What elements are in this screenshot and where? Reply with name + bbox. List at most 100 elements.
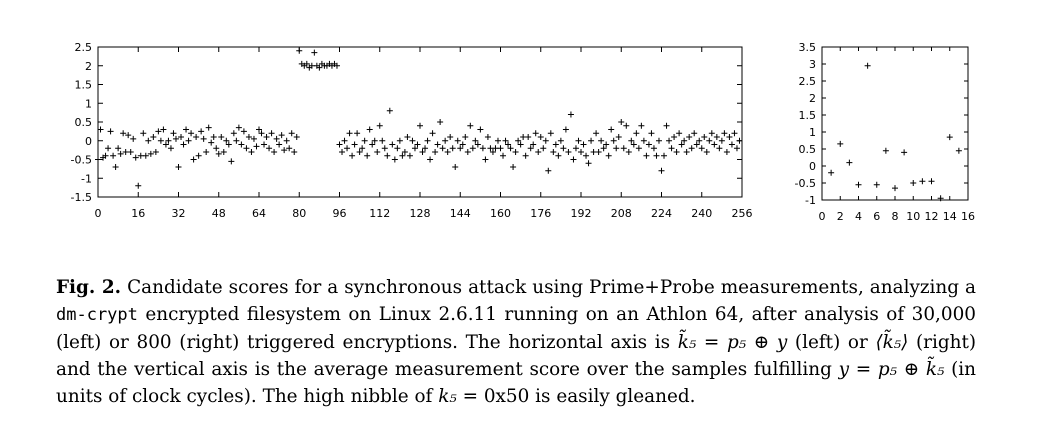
left-data-point [492, 145, 499, 152]
left-data-point [160, 126, 167, 133]
left-data-point [137, 152, 144, 159]
left-data-point [147, 150, 154, 157]
left-x-tick-label: 112 [369, 207, 390, 220]
left-data-point [610, 137, 617, 144]
left-data-point [167, 145, 174, 152]
left-data-point [411, 145, 418, 152]
left-data-point [439, 145, 446, 152]
left-y-tick-label: 2.5 [75, 41, 93, 54]
right-y-tick-label: 1 [809, 126, 816, 139]
left-data-point [500, 152, 507, 159]
left-data-point [401, 149, 408, 155]
left-data-point [183, 126, 190, 133]
left-data-point [220, 149, 227, 155]
right-x-tick-label: 14 [943, 210, 957, 223]
left-data-point [117, 150, 124, 157]
left-x-tick-label: 192 [571, 207, 592, 220]
caption-code: dm-crypt [56, 305, 138, 325]
left-data-point [369, 141, 376, 148]
left-data-point [723, 149, 730, 155]
left-data-point [444, 149, 451, 155]
right-data-point [901, 149, 908, 156]
left-data-point [547, 130, 554, 137]
left-data-point [650, 145, 657, 152]
left-data-point [230, 130, 237, 137]
left-data-point [376, 122, 383, 129]
right-y-tick-label: 0.5 [799, 143, 817, 156]
right-data-point [855, 181, 862, 188]
right-data-point [946, 134, 953, 141]
left-data-point [693, 141, 700, 148]
left-data-point [218, 134, 225, 140]
left-data-point [127, 149, 134, 155]
left-data-point [419, 149, 426, 155]
right-x-tick-label: 6 [873, 210, 880, 223]
left-data-point [520, 134, 527, 140]
left-plot-frame [97, 46, 743, 198]
right-x-tick-label: 8 [892, 210, 899, 223]
caption-equation-1: k̃₅ = p₅ ⊕ y [677, 332, 788, 353]
left-data-point [535, 149, 542, 155]
left-data-point [107, 128, 114, 135]
left-data-point [608, 126, 615, 133]
left-data-point [203, 149, 210, 155]
left-data-point [515, 137, 522, 144]
left-data-point [565, 149, 572, 155]
left-data-point [686, 134, 693, 140]
left-data-point [578, 149, 584, 155]
right-y-tick-label: -1 [805, 194, 816, 207]
left-data-point [180, 141, 187, 148]
left-data-point [683, 149, 690, 155]
left-data-point [653, 152, 660, 159]
caption-text-3: (left) or [787, 332, 876, 353]
right-data-point [828, 169, 835, 176]
left-data-point [688, 145, 695, 152]
left-data-point [193, 134, 200, 140]
left-data-point [233, 137, 240, 144]
left-data-point [374, 149, 381, 155]
right-y-tick-label: 2.5 [799, 75, 817, 88]
left-data-point [472, 137, 479, 144]
right-x-tick-label: 2 [837, 210, 844, 223]
left-data-point [208, 139, 215, 146]
left-data-point [396, 137, 403, 144]
left-data-point [422, 145, 429, 152]
left-data-point [349, 152, 356, 159]
left-data-point [600, 145, 607, 152]
left-data-point [464, 149, 471, 155]
left-data-point [268, 130, 275, 137]
left-data-point [728, 141, 735, 148]
left-data-point [291, 149, 298, 155]
left-data-point [361, 137, 368, 144]
left-data-point [595, 149, 602, 155]
left-data-point [155, 128, 162, 135]
left-data-point [477, 126, 484, 133]
left-data-point [552, 141, 559, 148]
left-data-point [673, 149, 680, 155]
left-data-point [437, 119, 444, 125]
left-data-point [384, 152, 391, 159]
left-data-point [698, 145, 705, 152]
left-data-point [286, 145, 293, 152]
left-x-tick-label: 0 [95, 207, 102, 220]
left-data-point [293, 134, 300, 140]
left-data-point [575, 137, 582, 144]
left-data-point [555, 152, 562, 159]
caption-equation-3: y = p₅ ⊕ k̃₅ [838, 359, 945, 380]
left-data-point [585, 160, 592, 167]
left-data-point [731, 130, 738, 137]
left-x-tick-label: 48 [212, 207, 226, 220]
caption-text-6: = 0x50 is easily gleaned. [456, 386, 696, 407]
left-data-point [522, 152, 529, 159]
left-data-point [364, 152, 371, 159]
left-x-tick-label: 208 [611, 207, 632, 220]
left-data-point [240, 128, 247, 135]
left-y-tick-label: 0.5 [75, 116, 93, 129]
left-data-point [391, 156, 398, 163]
right-data-point [864, 62, 871, 69]
left-data-point [713, 134, 720, 140]
right-y-tick-label: 0 [809, 160, 816, 173]
left-data-point [253, 143, 260, 150]
left-y-tick-label: 2 [85, 60, 92, 73]
left-x-tick-label: 64 [252, 207, 266, 220]
